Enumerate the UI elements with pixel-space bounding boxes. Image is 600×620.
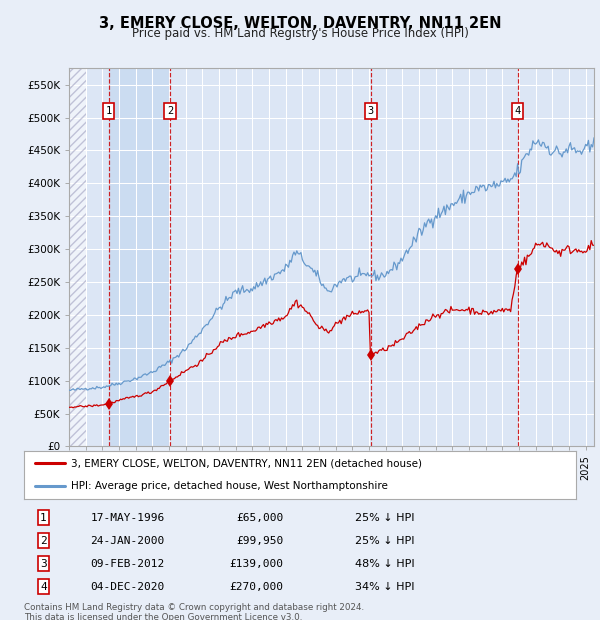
- Text: 4: 4: [515, 106, 521, 116]
- Bar: [69, 68, 86, 446]
- Text: 1: 1: [40, 513, 47, 523]
- Text: 24-JAN-2000: 24-JAN-2000: [90, 536, 164, 546]
- Text: £99,950: £99,950: [236, 536, 283, 546]
- Text: 4: 4: [40, 582, 47, 591]
- Text: 48% ↓ HPI: 48% ↓ HPI: [355, 559, 415, 569]
- Text: 3, EMERY CLOSE, WELTON, DAVENTRY, NN11 2EN: 3, EMERY CLOSE, WELTON, DAVENTRY, NN11 2…: [99, 16, 501, 30]
- Text: £270,000: £270,000: [229, 582, 283, 591]
- Text: £139,000: £139,000: [229, 559, 283, 569]
- Text: 09-FEB-2012: 09-FEB-2012: [90, 559, 164, 569]
- Text: 04-DEC-2020: 04-DEC-2020: [90, 582, 164, 591]
- Text: Contains HM Land Registry data © Crown copyright and database right 2024.
This d: Contains HM Land Registry data © Crown c…: [24, 603, 364, 620]
- Text: 25% ↓ HPI: 25% ↓ HPI: [355, 513, 415, 523]
- Bar: [109, 68, 170, 446]
- Text: 3: 3: [40, 559, 47, 569]
- Text: 17-MAY-1996: 17-MAY-1996: [90, 513, 164, 523]
- Text: HPI: Average price, detached house, West Northamptonshire: HPI: Average price, detached house, West…: [71, 480, 388, 491]
- Text: Price paid vs. HM Land Registry's House Price Index (HPI): Price paid vs. HM Land Registry's House …: [131, 27, 469, 40]
- Text: 25% ↓ HPI: 25% ↓ HPI: [355, 536, 415, 546]
- Text: £65,000: £65,000: [236, 513, 283, 523]
- Text: 34% ↓ HPI: 34% ↓ HPI: [355, 582, 415, 591]
- Text: 2: 2: [40, 536, 47, 546]
- Text: 1: 1: [106, 106, 112, 116]
- Text: 2: 2: [167, 106, 173, 116]
- Text: 3, EMERY CLOSE, WELTON, DAVENTRY, NN11 2EN (detached house): 3, EMERY CLOSE, WELTON, DAVENTRY, NN11 2…: [71, 458, 422, 468]
- Text: 3: 3: [368, 106, 374, 116]
